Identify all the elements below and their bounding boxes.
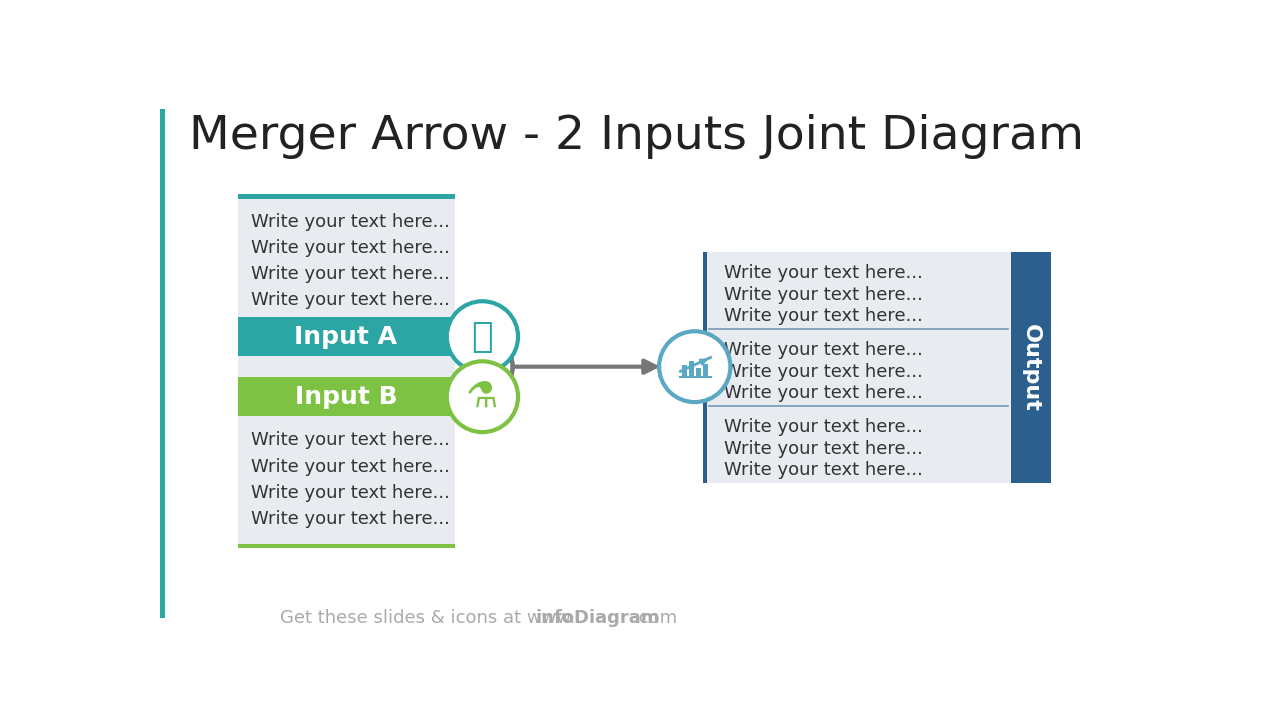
- Text: infoDiagram: infoDiagram: [535, 608, 659, 626]
- Text: Write your text here...: Write your text here...: [724, 286, 923, 304]
- Text: Write your text here...: Write your text here...: [724, 307, 923, 325]
- FancyBboxPatch shape: [682, 365, 686, 377]
- Text: Merger Arrow - 2 Inputs Joint Diagram: Merger Arrow - 2 Inputs Joint Diagram: [189, 114, 1084, 159]
- Text: Write your text here...: Write your text here...: [724, 384, 923, 402]
- Text: Write your text here...: Write your text here...: [251, 265, 451, 283]
- Text: Write your text here...: Write your text here...: [724, 363, 923, 381]
- FancyBboxPatch shape: [689, 361, 694, 377]
- Text: Write your text here...: Write your text here...: [251, 239, 451, 257]
- FancyBboxPatch shape: [238, 194, 454, 199]
- Text: Write your text here...: Write your text here...: [251, 212, 451, 230]
- FancyBboxPatch shape: [703, 252, 1011, 483]
- Text: .com: .com: [632, 608, 677, 626]
- Circle shape: [447, 361, 518, 432]
- Circle shape: [447, 301, 518, 372]
- Text: Write your text here...: Write your text here...: [251, 431, 451, 449]
- Circle shape: [659, 331, 731, 402]
- FancyBboxPatch shape: [238, 377, 454, 416]
- Text: Write your text here...: Write your text here...: [724, 462, 923, 480]
- Text: Input B: Input B: [294, 384, 397, 409]
- Text: Write your text here...: Write your text here...: [251, 510, 451, 528]
- FancyBboxPatch shape: [238, 194, 454, 549]
- Text: 🤝: 🤝: [471, 320, 493, 354]
- Text: Write your text here...: Write your text here...: [724, 440, 923, 458]
- FancyBboxPatch shape: [238, 318, 454, 356]
- FancyBboxPatch shape: [238, 544, 454, 549]
- FancyBboxPatch shape: [160, 109, 165, 618]
- FancyBboxPatch shape: [703, 252, 707, 483]
- Text: Write your text here...: Write your text here...: [724, 418, 923, 436]
- Text: Write your text here...: Write your text here...: [251, 484, 451, 502]
- FancyBboxPatch shape: [1011, 252, 1051, 483]
- FancyBboxPatch shape: [696, 368, 700, 377]
- Text: Get these slides & icons at www.: Get these slides & icons at www.: [280, 608, 576, 626]
- Text: Write your text here...: Write your text here...: [724, 264, 923, 282]
- FancyBboxPatch shape: [703, 364, 708, 377]
- Text: Write your text here...: Write your text here...: [724, 341, 923, 359]
- Text: Output: Output: [1021, 323, 1041, 411]
- Text: Write your text here...: Write your text here...: [251, 291, 451, 309]
- Text: Write your text here...: Write your text here...: [251, 457, 451, 475]
- Text: Input A: Input A: [294, 325, 398, 348]
- Text: ⚗: ⚗: [466, 379, 499, 414]
